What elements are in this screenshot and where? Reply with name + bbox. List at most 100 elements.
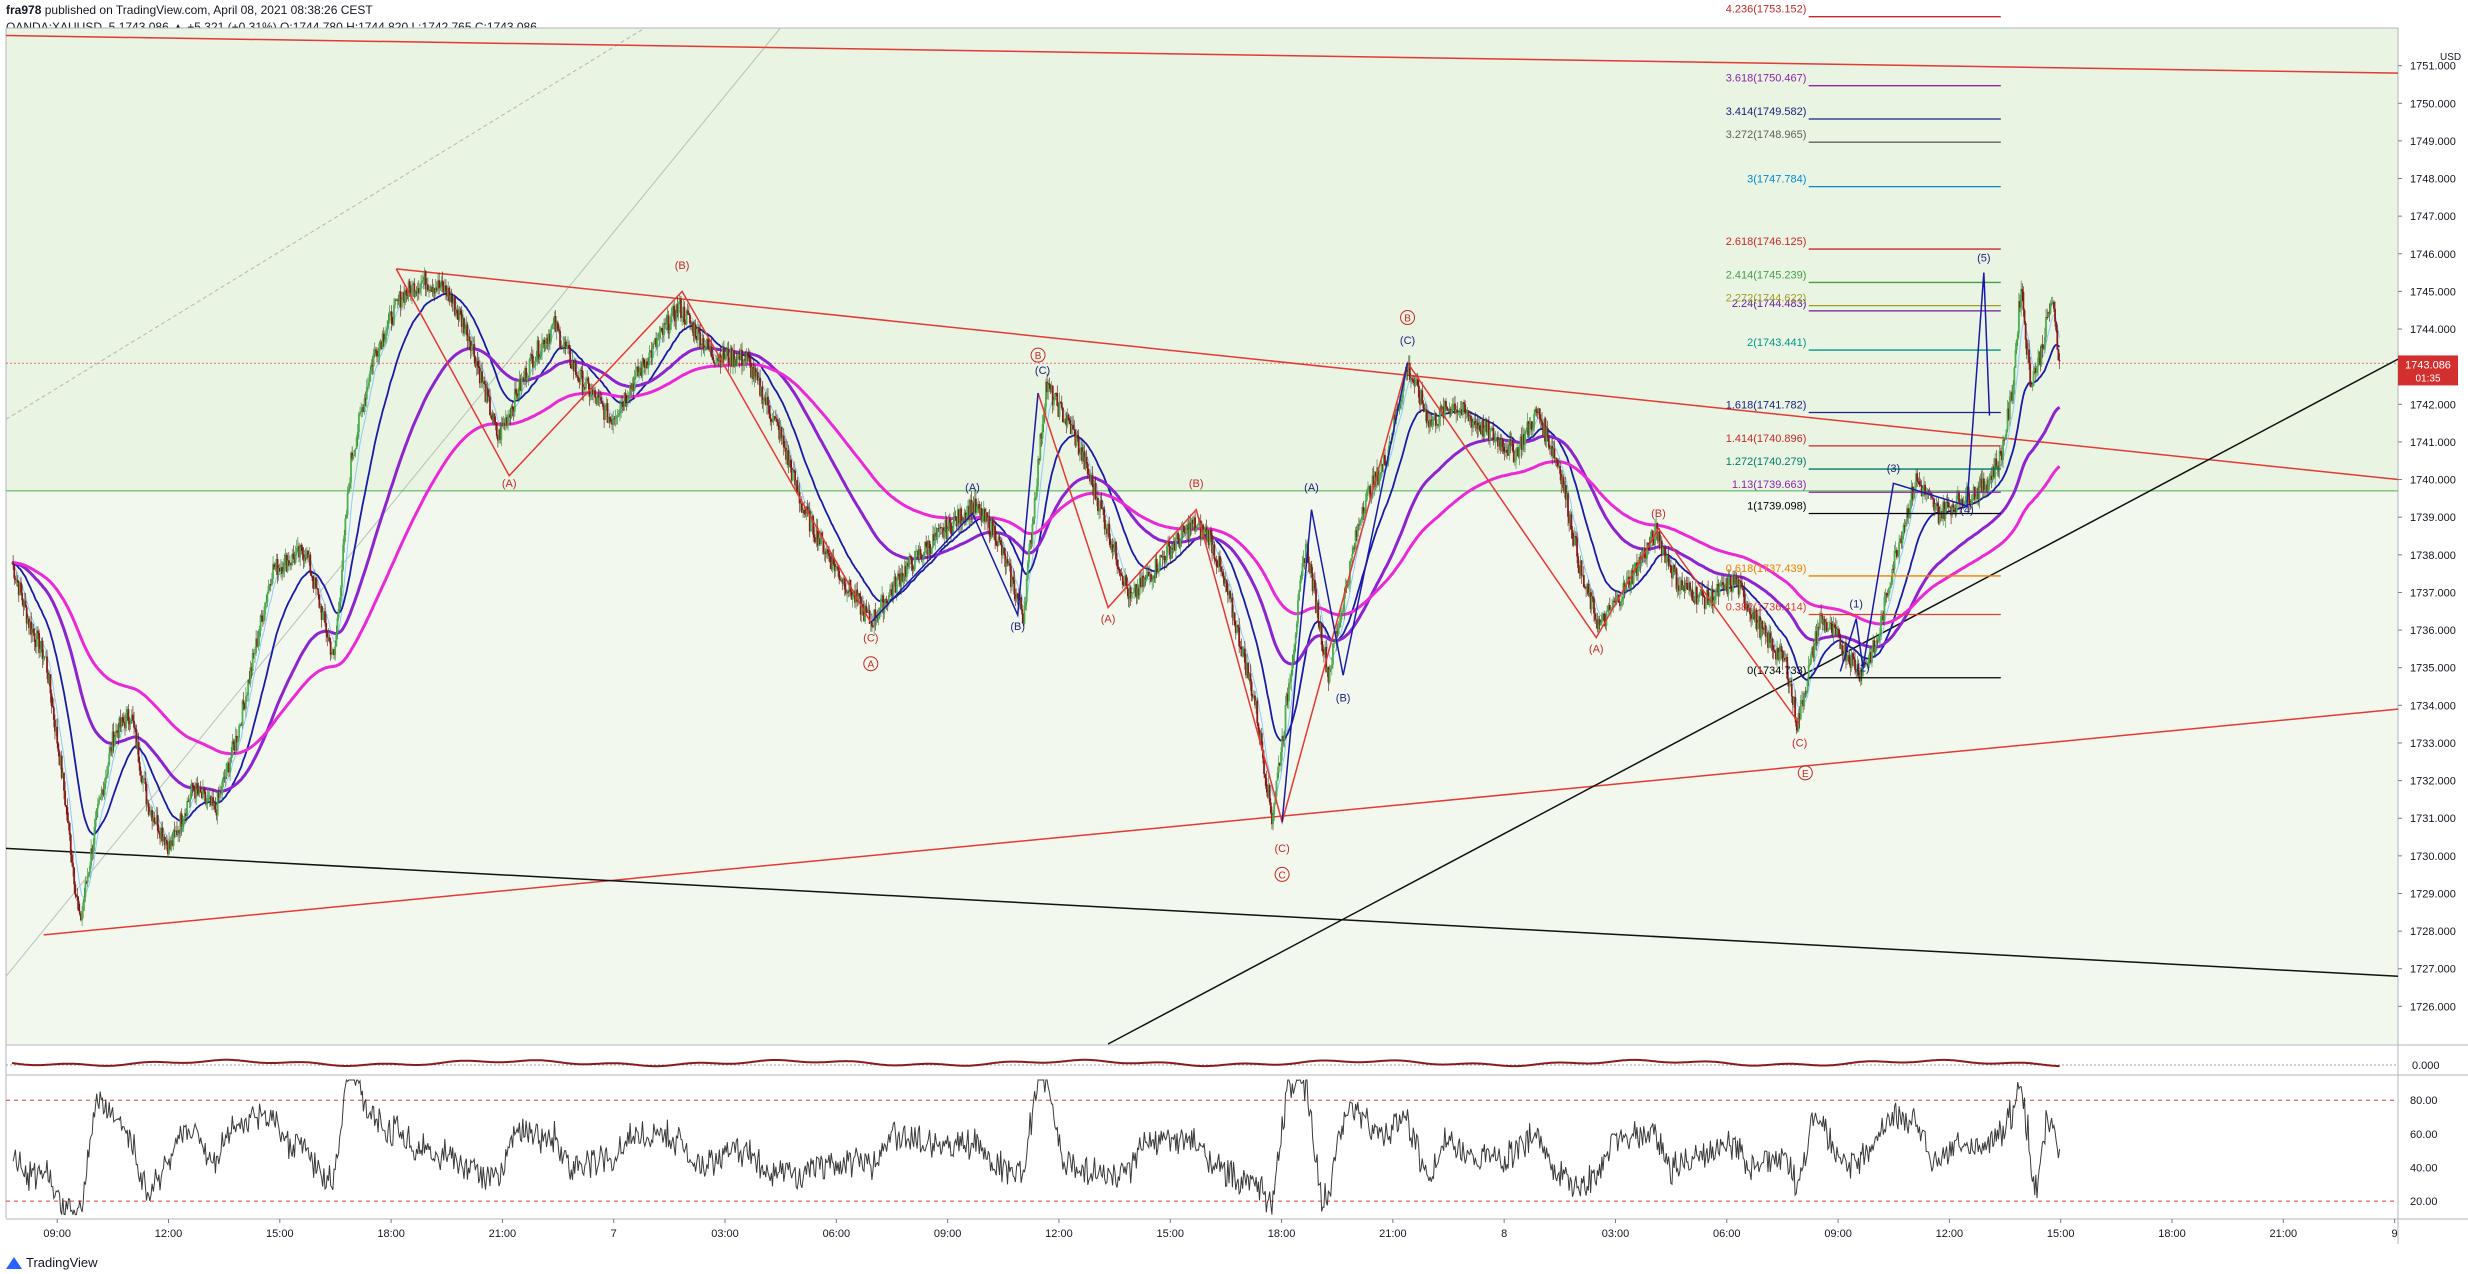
candle-body xyxy=(729,347,732,365)
oscillator-tick-label: 80.00 xyxy=(2410,1095,2438,1107)
candle-body xyxy=(1677,585,1680,592)
candle-body xyxy=(1115,541,1117,560)
candle-body xyxy=(251,653,254,671)
candle-body xyxy=(1708,600,1711,606)
candle-body xyxy=(318,594,321,609)
candle-body xyxy=(515,388,517,394)
fib-level-label: 1.272(1740.279) xyxy=(1726,456,1807,468)
candle-body xyxy=(1184,531,1186,534)
candle-body xyxy=(76,896,79,901)
candle-body xyxy=(1790,683,1793,697)
candle-body xyxy=(956,509,959,527)
candle-body xyxy=(115,730,117,737)
wave-label: (C) xyxy=(863,632,878,644)
candle-body xyxy=(1730,588,1733,592)
candle-body xyxy=(207,797,210,799)
candle-body xyxy=(1040,433,1043,439)
candle-body xyxy=(1890,582,1893,587)
candle-body xyxy=(2010,392,2012,397)
candle-body xyxy=(98,799,100,804)
fib-level-label: 3.272(1748.965) xyxy=(1726,129,1807,141)
candle-body xyxy=(1615,595,1618,603)
candle-body xyxy=(63,772,65,791)
candle-body xyxy=(1603,613,1606,622)
candle-body xyxy=(373,349,376,354)
candle-body xyxy=(1627,576,1629,579)
candle-body xyxy=(2027,349,2029,355)
candle-body xyxy=(315,577,317,588)
fib-level-label: 0(1734.733) xyxy=(1747,665,1806,677)
candle-body xyxy=(202,788,204,799)
candle-body xyxy=(1562,476,1565,491)
candle-body xyxy=(580,369,583,371)
candle-body xyxy=(1425,409,1428,424)
candle-body xyxy=(1822,618,1825,624)
candle-body xyxy=(119,717,122,728)
candle-body xyxy=(560,347,563,349)
candle-body xyxy=(151,810,154,822)
candle-body xyxy=(17,582,20,596)
candle-body xyxy=(1582,575,1585,588)
candle-body xyxy=(842,577,845,584)
candle-body xyxy=(1381,464,1384,466)
candle-body xyxy=(603,406,606,420)
candle-body xyxy=(381,333,384,349)
candle-body xyxy=(1620,601,1623,607)
candle-body xyxy=(994,525,996,541)
candle-body xyxy=(624,392,627,402)
candle-body xyxy=(1814,631,1817,646)
candle-body xyxy=(650,350,653,358)
candle-body xyxy=(195,783,198,799)
wave-label: (A) xyxy=(965,482,980,494)
tradingview-logo-icon xyxy=(6,1256,22,1269)
candle-body xyxy=(2057,349,2060,361)
candle-body xyxy=(1293,644,1296,655)
candle-body xyxy=(1326,666,1329,673)
candle-body xyxy=(20,582,22,593)
candle-body xyxy=(1821,615,1824,624)
candle-body xyxy=(1568,516,1571,524)
candle-body xyxy=(438,280,441,289)
candle-body xyxy=(542,339,544,343)
candle-body xyxy=(1943,501,1946,519)
candle-body xyxy=(51,705,54,708)
candle-body xyxy=(1457,412,1460,414)
candle-body xyxy=(902,576,905,581)
candle-body xyxy=(1164,560,1167,563)
candle-body xyxy=(1590,596,1593,610)
candle-body xyxy=(779,427,782,440)
candle-body xyxy=(374,349,377,351)
candle-body xyxy=(770,418,773,422)
candle-body xyxy=(579,369,582,382)
candle-body xyxy=(223,777,226,780)
candle-body xyxy=(37,631,39,633)
candle-body xyxy=(437,280,439,291)
candle-body xyxy=(1508,440,1511,456)
candle-body xyxy=(1488,422,1490,441)
candle-body xyxy=(1282,735,1285,741)
candle-body xyxy=(713,363,716,365)
candle-body xyxy=(667,315,670,334)
candle-body xyxy=(461,318,464,327)
candle-body xyxy=(1551,445,1554,456)
candle-body xyxy=(1572,538,1575,546)
candle-body xyxy=(1311,573,1314,592)
candle-body xyxy=(1771,638,1774,651)
candle-body xyxy=(1057,405,1060,417)
candle-body xyxy=(1143,577,1146,587)
footer: TradingView xyxy=(6,1255,98,1270)
candle-body xyxy=(1802,699,1804,707)
candle-body xyxy=(1104,528,1107,530)
candle-body xyxy=(969,499,972,519)
candle-body xyxy=(1300,576,1303,581)
candle-body xyxy=(23,600,26,607)
candle-body xyxy=(1171,548,1174,550)
candle-body xyxy=(778,425,781,440)
candle-body xyxy=(1128,587,1131,600)
candle-body xyxy=(1379,473,1382,475)
candle-body xyxy=(1065,418,1068,426)
candle-body xyxy=(1871,648,1873,663)
candle-body xyxy=(1446,406,1448,410)
candle-body xyxy=(1838,629,1841,637)
